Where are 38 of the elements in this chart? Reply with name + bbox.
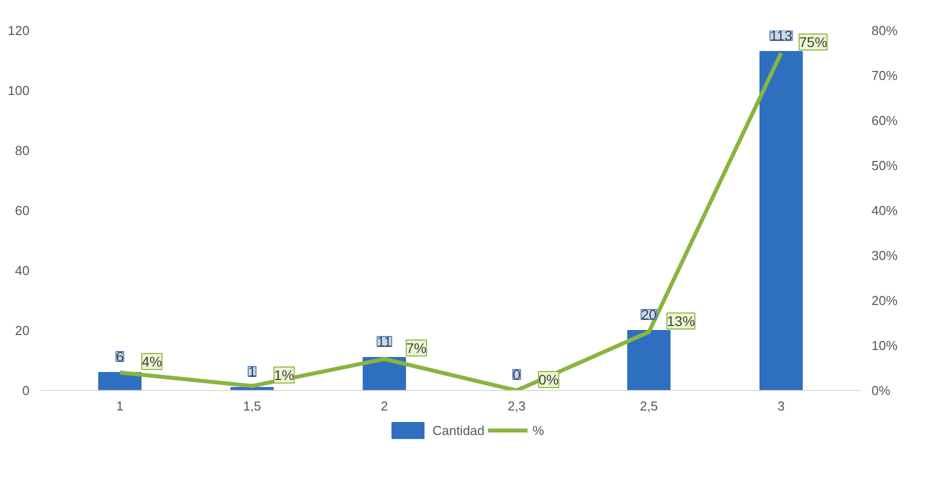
legend-label: % xyxy=(532,422,546,438)
data-label: 0% xyxy=(538,372,559,388)
y2-tick-label: 80% xyxy=(872,23,898,38)
bar xyxy=(627,330,671,390)
data-label: 113 xyxy=(770,28,793,44)
data-label: 6 xyxy=(116,348,124,364)
data-label: 13% xyxy=(666,313,695,329)
line-series xyxy=(118,51,784,390)
y2-tick-label: 70% xyxy=(872,68,898,83)
y2-tick-label: 40% xyxy=(872,203,898,218)
y-tick-label: 60 xyxy=(15,203,30,218)
data-label: 20 xyxy=(641,306,657,322)
data-label: 1% xyxy=(274,367,294,383)
y2-tick-label: 60% xyxy=(872,113,898,128)
data-label: 0 xyxy=(512,366,521,382)
x-tick-label: 2,3 xyxy=(508,398,526,414)
data-label: 11 xyxy=(377,334,392,350)
y-tick-label: 100 xyxy=(8,83,30,98)
legend-label: Cantidad xyxy=(432,422,485,438)
y-tick-label: 80 xyxy=(15,143,30,158)
y-tick-label: 120 xyxy=(8,23,30,38)
x-tick-label: 3 xyxy=(778,398,785,414)
x-tick-label: 2,5 xyxy=(640,398,658,414)
y-tick-label: 0 xyxy=(22,383,30,398)
y-tick-label: 40 xyxy=(15,263,30,278)
data-label: 7% xyxy=(406,340,426,356)
y2-tick-label: 0% xyxy=(872,383,891,398)
x-tick-label: 1 xyxy=(116,398,124,414)
y2-tick-label: 30% xyxy=(872,248,898,263)
y2-tick-label: 50% xyxy=(872,158,898,173)
x-tick-label: 1,5 xyxy=(243,398,262,414)
bar xyxy=(759,51,803,390)
y2-tick-label: 10% xyxy=(872,338,898,353)
data-label: 1 xyxy=(248,364,256,380)
y2-tick-label: 20% xyxy=(872,293,898,308)
data-label: 4% xyxy=(142,354,162,370)
y-tick-label: 20 xyxy=(15,323,30,338)
x-tick-label: 2 xyxy=(380,398,388,414)
